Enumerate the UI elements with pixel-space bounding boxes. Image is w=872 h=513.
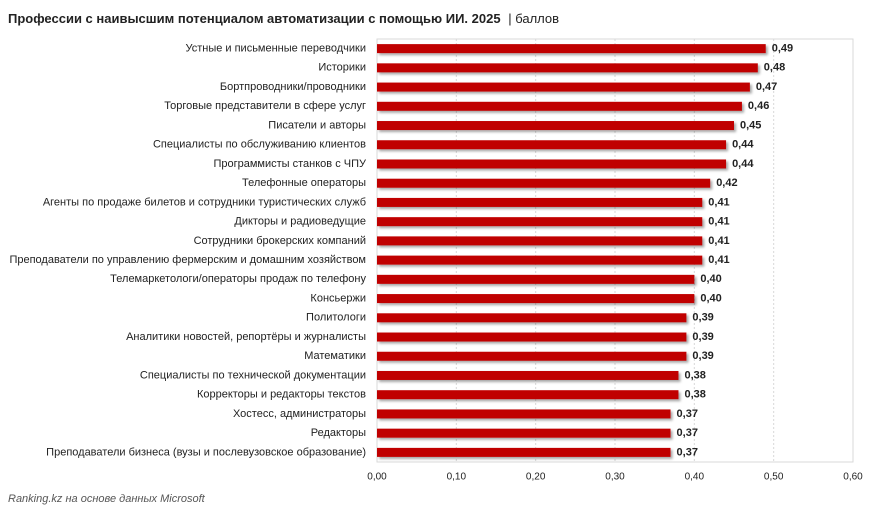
- x-tick-label: 0,30: [605, 472, 625, 483]
- bar: [377, 178, 711, 188]
- bar: [377, 313, 687, 323]
- bar: [377, 44, 766, 54]
- bar: [377, 294, 695, 304]
- y-tick-label: Преподаватели бизнеса (вузы и послевузов…: [46, 446, 366, 458]
- y-tick-label: Преподаватели по управлению фермерским и…: [9, 254, 366, 266]
- bar: [377, 447, 671, 457]
- value-label: 0,41: [708, 216, 729, 228]
- bar: [377, 159, 727, 169]
- bar: [377, 255, 703, 265]
- x-tick-label: 0,60: [843, 472, 863, 483]
- value-label: 0,49: [772, 43, 793, 55]
- value-label: 0,38: [684, 389, 705, 401]
- chart-title: Профессии с наивысшим потенциалом автома…: [8, 11, 501, 26]
- y-tick-label: Политологи: [306, 312, 366, 324]
- value-label: 0,41: [708, 254, 729, 266]
- bar: [377, 370, 679, 380]
- y-tick-label: Математики: [304, 350, 366, 362]
- bar: [377, 82, 750, 92]
- source: Ranking.kz на основе данных Microsoft: [8, 493, 206, 505]
- y-tick-label: Корректоры и редакторы текстов: [197, 389, 366, 401]
- bar: [377, 217, 703, 227]
- y-tick-label: Специалисты по обслуживанию клиентов: [153, 139, 366, 151]
- value-label: 0,44: [732, 139, 754, 151]
- x-tick-label: 0,20: [526, 472, 546, 483]
- y-tick-label: Специалисты по технической документации: [140, 369, 366, 381]
- value-label: 0,37: [677, 446, 698, 458]
- value-label: 0,41: [708, 196, 729, 208]
- y-tick-label: Консьержи: [310, 292, 366, 304]
- x-tick-label: 0,50: [764, 472, 784, 483]
- value-label: 0,47: [756, 81, 777, 93]
- y-tick-label: Историки: [318, 62, 366, 74]
- y-tick-label: Торговые представители в сфере услуг: [164, 100, 366, 112]
- value-label: 0,40: [700, 292, 721, 304]
- value-label: 0,44: [732, 158, 754, 170]
- y-tick-label: Устные и письменные переводчики: [185, 43, 366, 55]
- bar: [377, 274, 695, 284]
- bar: [377, 332, 687, 342]
- bar: [377, 409, 671, 419]
- x-tick-label: 0,00: [367, 472, 387, 483]
- y-tick-label: Дикторы и радиоведущие: [234, 216, 366, 228]
- y-tick-label: Бортпроводники/проводники: [220, 81, 366, 93]
- value-label: 0,40: [700, 273, 721, 285]
- y-tick-label: Хостесс, администраторы: [233, 408, 366, 420]
- value-label: 0,46: [748, 100, 769, 112]
- value-label: 0,38: [684, 369, 705, 381]
- y-tick-label: Писатели и авторы: [268, 119, 366, 131]
- x-tick-label: 0,40: [685, 472, 705, 483]
- value-label: 0,39: [692, 331, 713, 343]
- chart-subtitle: | баллов: [508, 11, 559, 26]
- value-label: 0,39: [692, 312, 713, 324]
- value-label: 0,37: [677, 408, 698, 420]
- y-tick-label: Телефонные операторы: [242, 177, 366, 189]
- bar: [377, 390, 679, 400]
- y-tick-label: Программисты станков с ЧПУ: [213, 158, 367, 170]
- y-tick-label: Аналитики новостей, репортёры и журналис…: [126, 331, 366, 343]
- bar: [377, 351, 687, 361]
- x-tick-label: 0,10: [447, 472, 467, 483]
- title-line: Профессии с наивысшим потенциалом автома…: [8, 11, 559, 26]
- bar: [377, 121, 734, 131]
- value-label: 0,48: [764, 62, 785, 74]
- bar: [377, 101, 742, 111]
- bar: [377, 140, 727, 150]
- value-label: 0,45: [740, 119, 761, 131]
- value-label: 0,41: [708, 235, 729, 247]
- value-label: 0,42: [716, 177, 737, 189]
- bar: [377, 236, 703, 246]
- y-tick-label: Сотрудники брокерских компаний: [194, 235, 366, 247]
- bar: [377, 428, 671, 438]
- y-tick-label: Телемаркетологи/операторы продаж по теле…: [110, 273, 366, 285]
- y-tick-label: Агенты по продаже билетов и сотрудники т…: [43, 196, 366, 208]
- value-label: 0,37: [677, 427, 698, 439]
- value-label: 0,39: [692, 350, 713, 362]
- y-tick-label: Редакторы: [311, 427, 366, 439]
- bar: [377, 63, 758, 73]
- bar: [377, 197, 703, 207]
